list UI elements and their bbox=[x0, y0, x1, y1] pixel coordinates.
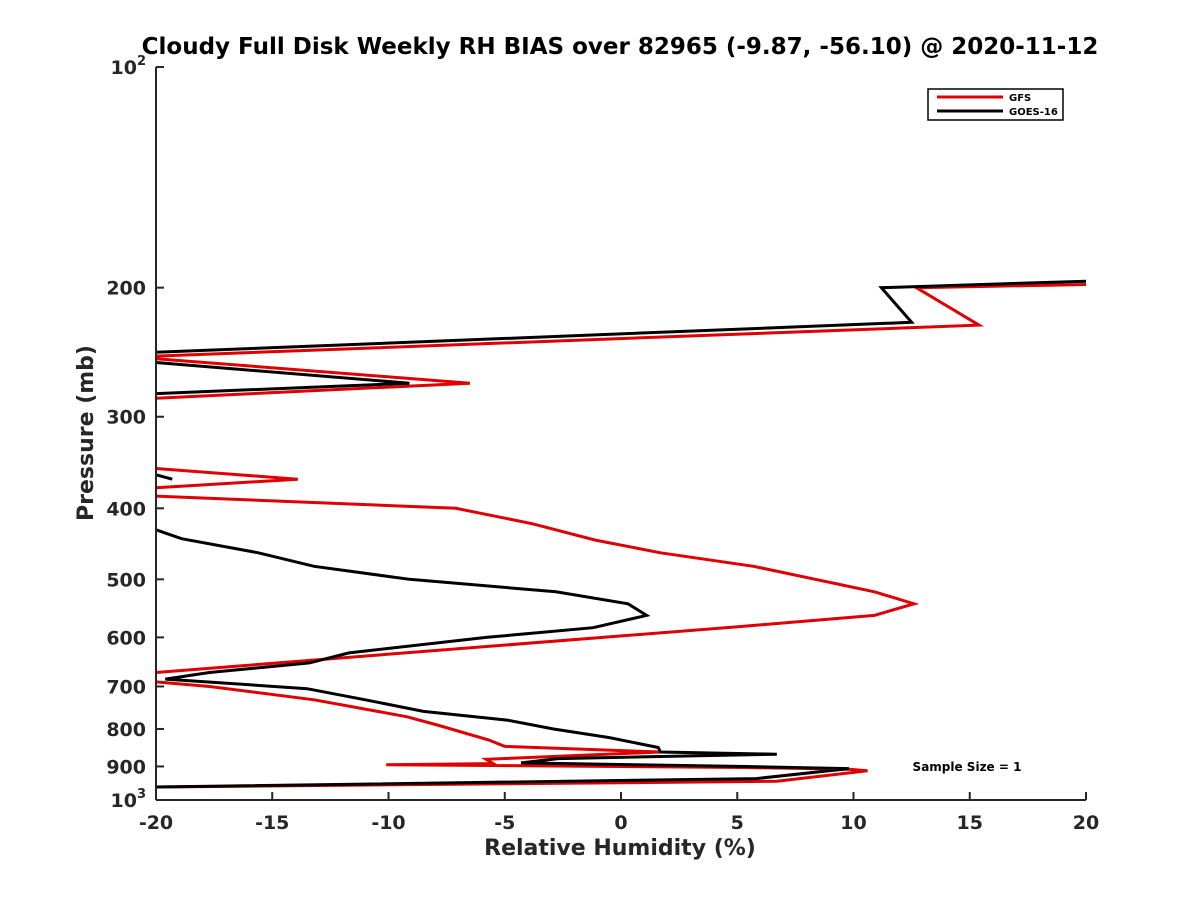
y-tick-label: 102 bbox=[111, 54, 147, 79]
x-tick-label: 5 bbox=[731, 812, 744, 834]
series-goes-16-segment bbox=[155, 279, 1087, 354]
x-tick-label: 0 bbox=[614, 812, 627, 834]
legend-box bbox=[927, 88, 1064, 121]
axes bbox=[155, 67, 1086, 801]
chart-title: Cloudy Full Disk Weekly RH BIAS over 829… bbox=[142, 34, 1099, 60]
y-tick-label: 600 bbox=[106, 627, 146, 649]
series-gfs-segment bbox=[155, 283, 1087, 358]
series-gfs-segment bbox=[155, 467, 298, 490]
sample-size-annotation: Sample Size = 1 bbox=[913, 760, 1022, 774]
y-tick-label: 500 bbox=[106, 569, 146, 591]
series-goes-16-segment bbox=[155, 528, 850, 789]
y-tick-label: 700 bbox=[106, 676, 146, 698]
y-tick-label: 900 bbox=[106, 756, 146, 778]
y-tick-label: 200 bbox=[106, 278, 146, 300]
x-tick-label: -15 bbox=[255, 812, 289, 834]
legend: GFS GOES-16 bbox=[927, 88, 1064, 121]
x-tick-label: -5 bbox=[494, 812, 515, 834]
x-tick-label: 15 bbox=[957, 812, 983, 834]
series-gfs-segment bbox=[155, 357, 471, 400]
series-goes-16-segment bbox=[155, 473, 173, 481]
series-gfs-segment bbox=[155, 494, 920, 674]
series-goes-16-segment bbox=[155, 361, 410, 396]
y-tick-label: 103 bbox=[111, 787, 147, 812]
series-gfs-segment bbox=[155, 680, 868, 789]
x-axis-label: Relative Humidity (%) bbox=[484, 836, 756, 861]
legend-entry-label: GFS bbox=[1009, 93, 1031, 104]
series-lines bbox=[155, 279, 1087, 789]
y-axis-ticks: 102 200 300 400 500 600 700 800 900 103 bbox=[106, 54, 164, 812]
x-tick-label: 20 bbox=[1073, 812, 1099, 834]
x-axis-ticks: -20 -15 -10 -5 0 5 10 15 20 bbox=[139, 792, 1099, 834]
x-tick-label: -20 bbox=[139, 812, 173, 834]
x-tick-label: -10 bbox=[371, 812, 405, 834]
legend-entry-label: GOES-16 bbox=[1009, 107, 1058, 118]
y-tick-label: 300 bbox=[106, 407, 146, 429]
y-tick-label: 400 bbox=[106, 498, 146, 520]
x-tick-label: 10 bbox=[840, 812, 866, 834]
y-axis-label: Pressure (mb) bbox=[74, 345, 99, 521]
y-tick-label: 800 bbox=[106, 719, 146, 741]
